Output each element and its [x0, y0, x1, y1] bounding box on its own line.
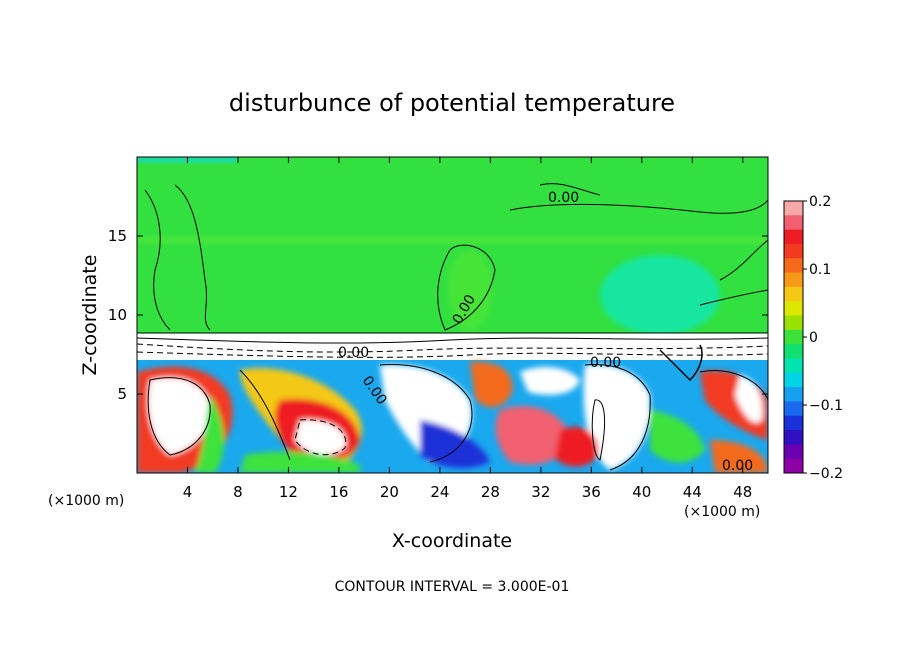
x-unit-label-right: (×1000 m): [684, 504, 760, 520]
contour-line: [379, 364, 473, 463]
contour-line: [699, 289, 768, 306]
contour-line: [137, 351, 768, 358]
colorbar-swatch: [784, 458, 803, 474]
colorbar-tick-label: 0: [809, 330, 818, 346]
heatmap-blob: [710, 440, 768, 473]
x-tick-label: 32: [531, 483, 550, 501]
heatmap-blob: [520, 366, 580, 395]
contour-line: [719, 239, 768, 281]
contour-line: [147, 377, 211, 456]
y-axis-title: Z-coordinate: [79, 255, 101, 376]
colorbar-swatch: [784, 315, 803, 331]
y-tick-label: 15: [108, 227, 127, 245]
contour-line: [509, 199, 768, 214]
colorbar-swatch: [784, 201, 803, 216]
x-tick-label: 4: [183, 483, 193, 501]
colorbar-swatch: [784, 358, 803, 374]
heatmap-blob: [555, 426, 599, 467]
x-axis-title: X-coordinate: [392, 530, 512, 552]
contour-line: [144, 189, 171, 331]
contour-line: [539, 183, 601, 196]
colorbar-tick-label: 0.2: [809, 194, 831, 210]
contour-line: [174, 184, 211, 331]
colorbar-tick-label: 0.1: [809, 262, 831, 278]
colorbar-tick-label: −0.2: [809, 466, 843, 482]
colorbar-swatch: [784, 430, 803, 445]
y-tick-label: 10: [108, 306, 127, 324]
colorbar-swatch: [784, 401, 803, 417]
colorbar-swatch: [784, 229, 803, 245]
colorbar-swatch: [784, 301, 803, 317]
colorbar-tick-label: −0.1: [809, 398, 843, 414]
x-tick-label: 12: [279, 483, 298, 501]
contour-line: [137, 343, 768, 353]
heatmap-blob: [583, 364, 651, 470]
colorbar-swatch: [784, 215, 803, 231]
heatmap-blob: [148, 377, 211, 455]
x-tick-label: 28: [481, 483, 500, 501]
colorbar: [783, 200, 804, 474]
colorbar-swatch: [784, 387, 803, 402]
contour-interval-note: CONTOUR INTERVAL = 3.000E-01: [335, 579, 570, 595]
x-tick-label: 40: [632, 483, 651, 501]
contour-label: 0.00: [590, 355, 621, 371]
heatmap-blob: [295, 419, 346, 455]
contour-line: [437, 244, 496, 331]
chart-title: disturbunce of potential temperature: [229, 89, 675, 117]
contour-line: [137, 337, 768, 344]
heatmap-blob: [240, 451, 360, 473]
colorbar-swatch: [784, 444, 803, 460]
heatmap-blob: [650, 410, 705, 463]
heatmap-blob: [470, 361, 513, 408]
heatmap-green-patch: [448, 250, 492, 330]
contour-line: [659, 344, 703, 382]
heatmap-cyan-patch: [600, 255, 720, 335]
heatmap-blob: [195, 395, 225, 473]
x-axis: 4 8 12 16 20 24 28 32 36 40 44 48: [183, 157, 752, 501]
contour-label: 0.00: [722, 458, 753, 474]
heatmap-blob: [735, 375, 763, 423]
x-tick-label: 20: [380, 483, 399, 501]
contour-label: 0.00: [338, 345, 369, 361]
heatmap-band: [137, 236, 768, 244]
colorbar-swatch: [784, 258, 803, 274]
x-tick-label: 36: [582, 483, 601, 501]
y-axis: 5 10 15: [108, 227, 768, 403]
contour-line: [591, 399, 605, 461]
colorbar-swatch: [784, 344, 803, 359]
heatmap-blob: [495, 406, 570, 465]
contour-line: [584, 363, 651, 471]
colorbar-swatch: [784, 272, 803, 288]
contour-lines: [137, 183, 768, 471]
x-tick-label: 8: [233, 483, 243, 501]
x-tick-label: 16: [329, 483, 348, 501]
contour-line: [239, 369, 291, 461]
heatmap-blob: [420, 420, 490, 469]
y-tick-label: 5: [117, 385, 127, 403]
heatmap-field: [137, 157, 768, 473]
colorbar-ticks: 0.2 0.1 0 −0.1 −0.2: [803, 194, 843, 482]
x-tick-label: 44: [683, 483, 702, 501]
colorbar-swatch: [784, 372, 803, 388]
colorbar-swatch: [784, 243, 803, 259]
colorbar-swatch: [784, 415, 803, 431]
heatmap-white-band: [137, 333, 768, 361]
x-tick-label: 48: [733, 483, 752, 501]
x-tick-label: 24: [430, 483, 449, 501]
contour-line: [294, 419, 347, 456]
colorbar-swatch: [784, 286, 803, 302]
colorbar-swatch: [784, 329, 803, 345]
x-unit-label-left: (×1000 m): [48, 493, 124, 509]
contour-label: 0.00: [548, 190, 579, 206]
